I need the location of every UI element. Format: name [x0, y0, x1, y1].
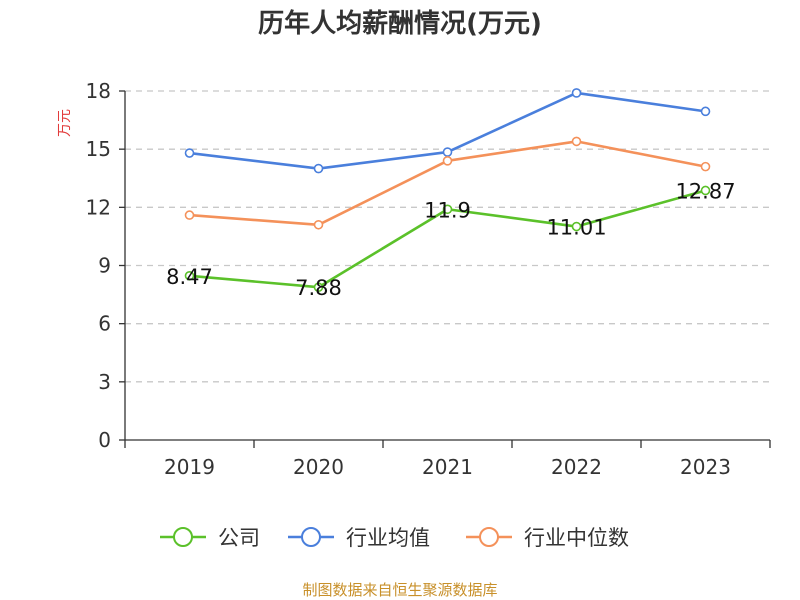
data-point — [700, 161, 711, 172]
source-note: 制图数据来自恒生聚源数据库 — [302, 581, 497, 599]
data-point — [184, 210, 195, 220]
legend-marker — [173, 527, 193, 547]
legend-item-1: 行业均值 — [288, 526, 430, 550]
data-point — [571, 88, 582, 98]
y-tick-label: 15 — [86, 137, 111, 161]
legend-label: 行业均值 — [346, 526, 430, 550]
chart-title: 历年人均薪酬情况(万元) — [258, 8, 542, 39]
axes: 0 3 6 9 12 15 18 2019 2020 2021 2022 2023 — [86, 79, 771, 479]
data-label: 11.01 — [546, 216, 606, 240]
data-label: 11.9 — [424, 198, 471, 222]
data-point — [313, 282, 324, 293]
gridlines — [125, 90, 770, 383]
data-point — [700, 106, 711, 117]
data-labels: 8.47 7.88 11.9 11.01 12.87 — [166, 179, 735, 300]
series-lines — [184, 88, 711, 293]
x-tick-label: 2023 — [680, 455, 731, 479]
y-tick-label: 9 — [98, 254, 111, 278]
data-point — [313, 219, 324, 230]
y-axis-label: 万元 — [57, 109, 73, 137]
legend-marker — [479, 527, 499, 547]
legend: 公司 行业均值 行业中位数 — [160, 526, 629, 550]
data-point — [571, 221, 582, 232]
data-point — [184, 148, 195, 158]
legend-item-2: 行业中位数 — [466, 526, 629, 550]
data-label: 12.87 — [675, 179, 735, 203]
y-tick-label: 12 — [86, 195, 111, 219]
data-point — [442, 147, 453, 157]
x-tick-label: 2020 — [293, 455, 344, 479]
x-tick-label: 2022 — [551, 455, 602, 479]
data-point — [571, 136, 582, 147]
y-tick-label: 3 — [98, 370, 111, 394]
y-tick-label: 0 — [98, 428, 111, 452]
legend-marker — [301, 527, 321, 547]
data-point — [700, 185, 711, 196]
x-tick-label: 2021 — [422, 455, 473, 479]
data-point — [313, 163, 324, 174]
data-label: 8.47 — [166, 265, 213, 289]
legend-item-0: 公司 — [160, 526, 260, 550]
legend-label: 公司 — [218, 526, 260, 550]
data-point — [442, 204, 453, 215]
data-point — [184, 270, 195, 281]
x-tick-label: 2019 — [164, 455, 215, 479]
y-tick-label: 6 — [98, 312, 111, 336]
series-0 — [184, 185, 711, 293]
data-label: 7.88 — [295, 276, 342, 300]
data-point — [442, 156, 453, 166]
y-tick-label: 18 — [86, 79, 111, 103]
legend-label: 行业中位数 — [524, 526, 629, 550]
series-1 — [184, 88, 711, 174]
series-2 — [184, 136, 711, 230]
